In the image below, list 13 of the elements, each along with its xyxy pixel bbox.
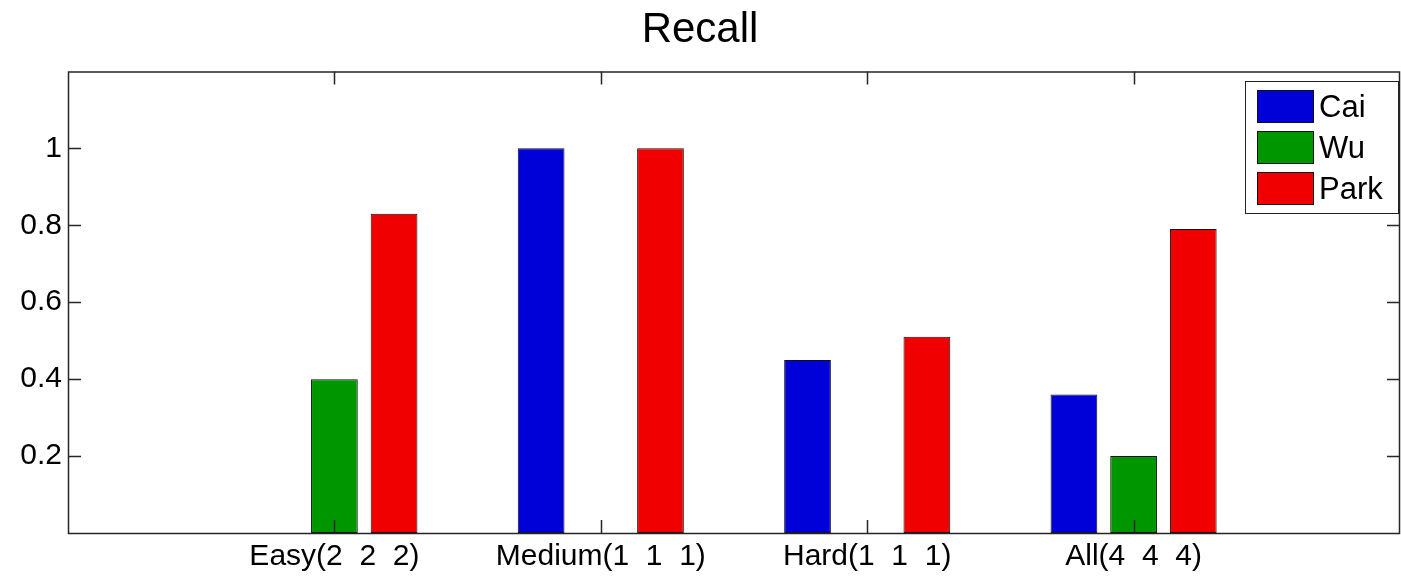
legend-label: Wu (1319, 129, 1365, 166)
x-tick-label: Easy(2 2 2) (249, 538, 420, 572)
x-tick-label: Hard(1 1 1) (783, 538, 952, 572)
y-tick-label: 1 (45, 129, 62, 163)
y-tick-label: 0.6 (20, 283, 62, 317)
y-tick-label: 0.2 (20, 437, 62, 471)
legend-label: Cai (1319, 88, 1366, 125)
x-tick-label: Medium(1 1 1) (495, 538, 706, 572)
y-tick-label: 0.4 (20, 360, 62, 394)
y-tick-label: 0.8 (20, 206, 62, 240)
x-tick-label: All(4 4 4) (1065, 538, 1202, 572)
chart-title: Recall (641, 3, 759, 51)
legend-label: Park (1319, 170, 1383, 207)
